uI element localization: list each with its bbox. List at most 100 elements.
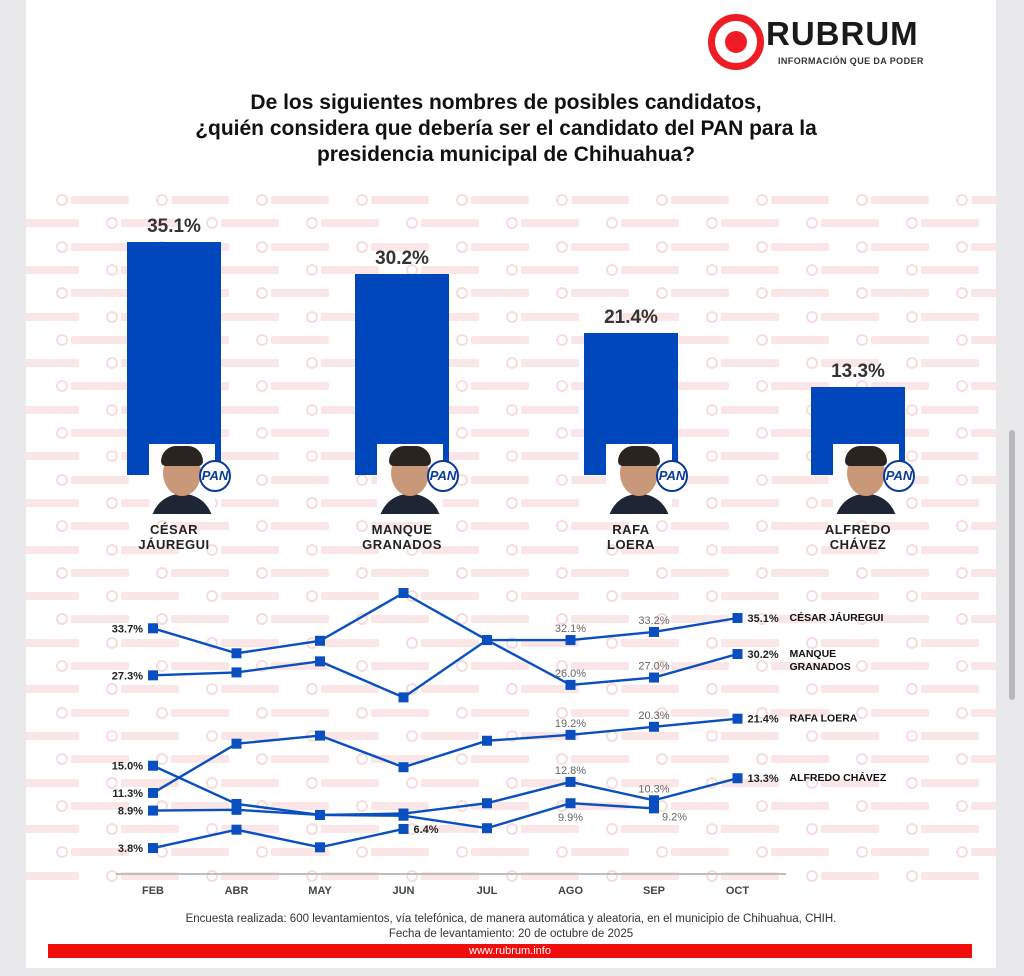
data-label: 30.2% [748, 649, 779, 661]
watermark-logo-icon [106, 636, 182, 649]
candidate-name: CÉSAR JÁUREGUI [138, 522, 210, 552]
pan-party-logo: PAN [427, 460, 459, 492]
data-label: 33.2% [638, 615, 669, 627]
watermark-logo-icon [256, 520, 332, 533]
data-point [732, 713, 743, 724]
watermark-logo-icon [306, 683, 382, 696]
watermark-logo-icon [26, 730, 82, 742]
data-label: 12.8% [555, 765, 586, 777]
watermark-logo-icon [506, 403, 582, 416]
watermark-logo-icon [306, 217, 382, 230]
data-label: 3.8% [118, 843, 143, 855]
watermark-logo-icon [506, 636, 582, 649]
watermark-logo-icon [356, 194, 432, 206]
rubrum-logo: RUBRUM INFORMACIÓN QUE DA PODER [708, 12, 968, 72]
watermark-logo-icon [156, 613, 232, 626]
watermark-logo-icon [656, 566, 732, 579]
watermark-logo-icon [706, 310, 782, 323]
watermark-logo-icon [456, 566, 532, 579]
data-label: 13.3% [748, 773, 779, 785]
logo-tagline: INFORMACIÓN QUE DA PODER [778, 56, 924, 66]
watermark-logo-icon [456, 194, 532, 206]
watermark-logo-icon [106, 217, 182, 230]
data-label: 9.9% [558, 812, 583, 824]
watermark-logo-icon [26, 404, 82, 416]
infographic-card: RUBRUM INFORMACIÓN QUE DA PODER De los s… [26, 0, 996, 968]
watermark-logo-icon [56, 660, 132, 672]
watermark-logo-icon [306, 263, 382, 276]
watermark-logo-icon [756, 706, 832, 719]
x-tick-label: FEB [142, 885, 164, 897]
watermark-logo-icon [906, 357, 982, 370]
watermark-logo-icon [306, 357, 382, 370]
watermark-logo-icon [906, 450, 982, 463]
data-point [231, 798, 242, 809]
watermark-logo-icon [756, 520, 832, 533]
watermark-logo-icon [506, 590, 582, 603]
data-point [565, 776, 576, 787]
data-point [649, 672, 659, 683]
data-point [649, 803, 659, 814]
watermark-logo-icon [356, 753, 432, 766]
watermark-logo-icon [806, 729, 882, 742]
watermark-logo-icon [256, 194, 332, 206]
data-label: 20.3% [638, 710, 669, 722]
watermark-logo-icon [26, 637, 82, 649]
watermark-logo-icon [456, 427, 532, 439]
series-line [152, 591, 738, 687]
watermark-logo-icon [506, 217, 582, 230]
watermark-logo-icon [206, 217, 282, 230]
watermark-logo-icon [606, 869, 682, 882]
watermark-logo-icon [906, 729, 982, 742]
watermark-logo-icon [656, 287, 732, 300]
watermark-logo-icon [256, 287, 332, 300]
watermark-logo-icon [56, 194, 132, 206]
watermark-logo-icon [206, 590, 282, 603]
candidate-photo [833, 444, 899, 514]
watermark-logo-icon [756, 473, 832, 486]
data-point [649, 626, 659, 637]
watermark-logo-icon [106, 776, 182, 789]
data-label: 27.3% [112, 670, 143, 682]
watermark-logo-icon [856, 660, 932, 672]
watermark-logo-icon [456, 287, 532, 300]
data-point [565, 679, 576, 690]
x-tick-label: SEP [643, 885, 665, 897]
watermark-logo-icon [856, 520, 932, 533]
watermark-logo-icon [756, 240, 832, 253]
watermark-logo-icon [556, 473, 632, 486]
watermark-logo-icon [906, 543, 982, 556]
candidate-name: RAFA LOERA [607, 522, 655, 552]
data-point [482, 735, 492, 746]
watermark-logo-icon [856, 753, 932, 766]
logo-name: RUBRUM [766, 15, 919, 52]
watermark-logo-icon [656, 520, 732, 533]
website-link[interactable]: www.rubrum.info [48, 944, 972, 958]
data-label: 27.0% [638, 661, 669, 673]
watermark-logo-icon [906, 496, 982, 509]
watermark-logo-icon [406, 217, 482, 230]
watermark-logo-icon [706, 729, 782, 742]
watermark-logo-icon [806, 869, 882, 882]
watermark-logo-icon [56, 846, 132, 859]
watermark-logo-icon [26, 311, 82, 323]
watermark-logo-icon [856, 333, 932, 346]
scrollbar[interactable] [1009, 430, 1015, 700]
bar [355, 274, 449, 475]
data-point [148, 843, 158, 854]
watermark-logo-icon [656, 240, 732, 253]
data-label: 15.0% [112, 761, 143, 773]
watermark-logo-icon [26, 544, 82, 556]
line-chart: FEB ABR MAY JUN JUL AGO SEP OCT 33.7% 27.3% 15.0% 1… [112, 588, 887, 897]
data-point [231, 738, 242, 749]
data-point [148, 787, 158, 798]
watermark-logo-icon [456, 380, 532, 393]
data-point [231, 648, 242, 659]
watermark-logo-icon [26, 823, 82, 835]
watermark-logo-icon [556, 846, 632, 859]
watermark-logo-icon [656, 753, 732, 766]
watermark-logo-icon [56, 240, 132, 253]
series-name-label: RAFA LOERA [790, 713, 858, 725]
data-label: 11.3% [112, 788, 143, 800]
watermark-logo-icon [556, 613, 632, 626]
